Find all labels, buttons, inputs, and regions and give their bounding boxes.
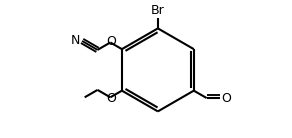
Text: N: N	[71, 34, 80, 47]
Text: O: O	[106, 91, 116, 105]
Text: O: O	[106, 35, 116, 48]
Text: O: O	[221, 91, 231, 105]
Text: Br: Br	[151, 4, 165, 17]
